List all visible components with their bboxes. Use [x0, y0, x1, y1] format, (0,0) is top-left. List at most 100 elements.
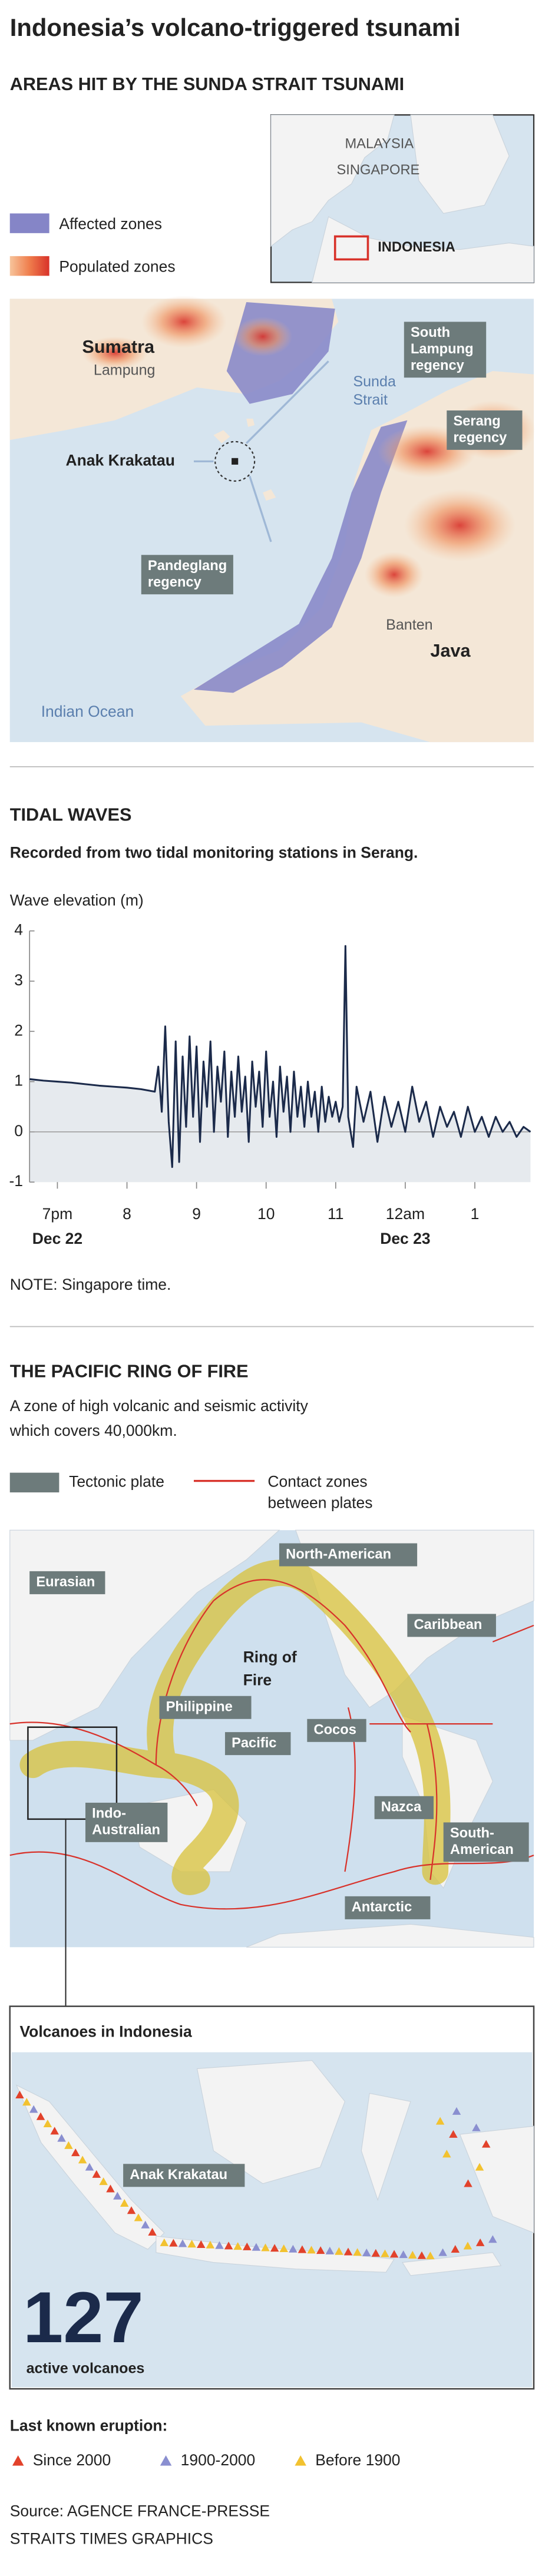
triangle	[120, 2198, 129, 2207]
source: STRAITS TIMES GRAPHICS	[10, 2530, 213, 2548]
triangle	[187, 2240, 196, 2248]
x-date-label: Dec 23	[380, 1230, 430, 1247]
map-label: Caribbean	[414, 1617, 482, 1633]
y-tick-label: 3	[14, 971, 23, 989]
legend-swatch	[9, 256, 49, 276]
volcanoes	[15, 2090, 497, 2260]
triangle	[464, 2179, 472, 2187]
triangle	[371, 2249, 381, 2257]
triangle	[270, 2244, 279, 2252]
triangle	[43, 2120, 52, 2128]
y-tick-label: -1	[9, 1172, 24, 1190]
triangle	[353, 2248, 362, 2256]
map-label: Pandeglang	[148, 558, 227, 574]
count-label: active volcanoes	[27, 2360, 145, 2376]
map-label: Anak Krakatau	[130, 2167, 227, 2183]
triangle	[169, 2239, 178, 2247]
triangle	[50, 2127, 59, 2135]
indonesia-map	[9, 2005, 535, 2390]
legend-heading: Last known eruption:	[10, 2416, 168, 2434]
triangle	[15, 2090, 24, 2098]
triangle	[389, 2250, 399, 2258]
triangle	[435, 2117, 445, 2125]
source: Source: AGENCE FRANCE-PRESSE	[10, 2502, 270, 2519]
triangle	[29, 2105, 38, 2113]
legend-swatch	[9, 213, 49, 233]
label-box: Cocos	[307, 1719, 366, 1742]
legend-label: Affected zones	[59, 215, 162, 233]
triangle	[64, 2141, 73, 2149]
y-axis-label: Wave elevation (m)	[10, 891, 144, 909]
triangle	[92, 2170, 101, 2178]
map-label: American	[450, 1842, 514, 1857]
y-tick-label: 1	[14, 1072, 23, 1090]
map-label: Java	[430, 641, 471, 661]
area	[29, 946, 531, 1183]
label-box-bg	[307, 1719, 366, 1742]
triangle	[295, 2455, 306, 2466]
map-heading: Volcanoes in Indonesia	[19, 2022, 191, 2040]
label-box: Nazca	[374, 1796, 434, 1819]
description: A zone of high volcanic and seismic acti…	[10, 1397, 309, 1415]
triangle	[148, 2227, 157, 2236]
map-label: Lampung	[94, 362, 156, 379]
triangle	[343, 2247, 353, 2256]
x-tick-label: 7pm	[42, 1205, 73, 1223]
triangle	[316, 2246, 325, 2254]
map-label: Sumatra	[82, 337, 155, 357]
label-box-bg	[345, 1896, 431, 1919]
triangle	[408, 2250, 417, 2259]
label-box-bg	[407, 1614, 496, 1637]
label-box: Indo-Australian	[85, 1802, 168, 1842]
map-label: Australian	[92, 1823, 160, 1838]
triangle	[99, 2177, 108, 2186]
triangle	[289, 2244, 298, 2253]
legend-swatch	[9, 1472, 60, 1493]
label-box: Antarctic	[345, 1896, 431, 1919]
section-heading: AREAS HIT BY THE SUNDA STRAIT TSUNAMI	[10, 74, 404, 94]
legend-label: Before 1900	[315, 2451, 400, 2469]
triangle	[12, 2455, 24, 2466]
triangle	[475, 2238, 485, 2246]
label-box-bg	[374, 1796, 434, 1819]
triangle	[488, 2235, 497, 2243]
x-tick-label: 10	[257, 1205, 275, 1223]
triangle	[36, 2112, 45, 2120]
triangle	[481, 2140, 491, 2148]
line	[29, 945, 531, 1168]
legend-label: between plates	[267, 1494, 372, 1512]
triangle	[78, 2156, 87, 2164]
map-label: Lampung	[411, 342, 474, 357]
label-box: Caribbean	[407, 1614, 496, 1637]
map-label: Ring of	[243, 1648, 297, 1666]
title: Indonesia’s volcano-triggered tsunami	[10, 14, 461, 41]
section-heading: THE PACIFIC RING OF FIRE	[10, 1362, 249, 1382]
triangle	[178, 2239, 187, 2247]
map-label: Pacific	[232, 1736, 276, 1751]
triangle	[438, 2248, 447, 2256]
inset-label: INDONESIA	[378, 240, 455, 255]
x-tick-label: 12am	[386, 1205, 425, 1223]
count: 127	[23, 2277, 144, 2358]
triangle	[335, 2247, 343, 2255]
legend-label: Populated zones	[59, 257, 175, 275]
triangle	[134, 2213, 143, 2221]
label-box-bg	[159, 1696, 252, 1719]
x-tick-label: 11	[328, 1205, 343, 1223]
triangle	[426, 2251, 435, 2260]
map-label: Indo-	[92, 1806, 126, 1822]
triangle	[160, 2455, 172, 2466]
y-tick-label: 2	[14, 1021, 23, 1039]
triangle	[57, 2134, 66, 2142]
triangle	[127, 2206, 136, 2214]
ring-map	[9, 1529, 534, 2007]
x-tick-label: 1	[471, 1205, 480, 1223]
map-label: Philippine	[166, 1700, 233, 1715]
triangle	[463, 2241, 472, 2250]
map-label: Nazca	[381, 1800, 422, 1815]
y-tick-label: 0	[14, 1122, 23, 1140]
x-date-label: Dec 22	[32, 1230, 82, 1247]
